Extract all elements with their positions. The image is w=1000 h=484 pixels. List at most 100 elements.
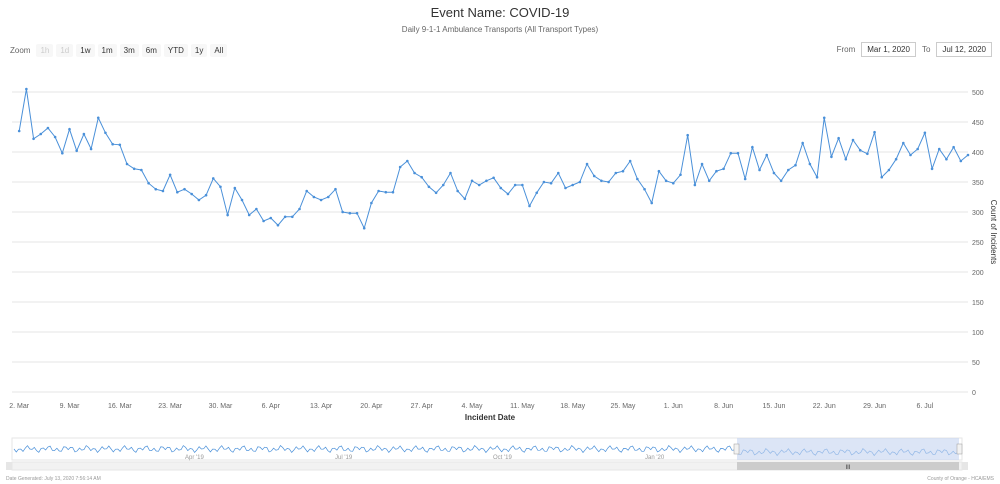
- data-point[interactable]: [650, 201, 654, 205]
- data-point[interactable]: [154, 187, 158, 191]
- data-point[interactable]: [513, 183, 517, 187]
- data-point[interactable]: [53, 135, 57, 139]
- data-point[interactable]: [334, 187, 337, 191]
- data-point[interactable]: [305, 189, 309, 193]
- data-point[interactable]: [398, 165, 402, 169]
- zoom-3m-button[interactable]: 3m: [119, 44, 139, 57]
- data-point[interactable]: [104, 131, 107, 135]
- zoom-1y-button[interactable]: 1y: [190, 44, 208, 57]
- data-point[interactable]: [743, 177, 747, 181]
- data-point[interactable]: [176, 190, 179, 194]
- zoom-ytd-button[interactable]: YTD: [163, 44, 188, 57]
- data-point[interactable]: [858, 148, 862, 152]
- data-point[interactable]: [61, 151, 64, 155]
- data-point[interactable]: [844, 157, 848, 161]
- data-point[interactable]: [32, 137, 35, 141]
- data-point[interactable]: [564, 186, 567, 190]
- data-point[interactable]: [140, 168, 143, 172]
- data-point[interactable]: [607, 180, 610, 184]
- data-point[interactable]: [46, 126, 50, 130]
- data-point[interactable]: [837, 136, 840, 140]
- data-point[interactable]: [549, 181, 553, 185]
- data-point[interactable]: [492, 176, 495, 180]
- data-point[interactable]: [679, 173, 682, 177]
- data-point[interactable]: [362, 226, 366, 230]
- data-point[interactable]: [528, 204, 531, 208]
- data-point[interactable]: [592, 174, 596, 178]
- data-point[interactable]: [420, 175, 424, 179]
- zoom-all-button[interactable]: All: [210, 44, 228, 57]
- navigator-left-handle[interactable]: [733, 443, 740, 455]
- data-point[interactable]: [255, 207, 258, 211]
- data-point[interactable]: [456, 189, 459, 193]
- data-point[interactable]: [326, 195, 330, 199]
- data-point[interactable]: [111, 142, 114, 146]
- data-point[interactable]: [700, 162, 704, 166]
- data-point[interactable]: [276, 223, 280, 227]
- data-point[interactable]: [427, 185, 431, 189]
- data-point[interactable]: [600, 179, 603, 183]
- data-point[interactable]: [657, 169, 661, 173]
- data-point[interactable]: [89, 147, 93, 151]
- zoom-1m-button[interactable]: 1m: [97, 44, 117, 57]
- data-point[interactable]: [729, 151, 733, 155]
- data-point[interactable]: [477, 183, 481, 187]
- data-point[interactable]: [355, 211, 359, 215]
- data-point[interactable]: [291, 215, 294, 219]
- data-point[interactable]: [758, 168, 761, 172]
- to-date-input[interactable]: Jul 12, 2020: [936, 42, 992, 57]
- data-point[interactable]: [262, 219, 265, 223]
- data-point[interactable]: [413, 171, 416, 175]
- data-point[interactable]: [794, 163, 797, 167]
- data-point[interactable]: [240, 198, 244, 202]
- data-point[interactable]: [96, 116, 100, 120]
- data-point[interactable]: [880, 175, 884, 179]
- data-point[interactable]: [17, 129, 21, 133]
- data-point[interactable]: [873, 130, 876, 134]
- data-point[interactable]: [772, 171, 776, 175]
- data-point[interactable]: [247, 213, 251, 217]
- data-point[interactable]: [937, 147, 941, 151]
- data-point[interactable]: [319, 198, 323, 202]
- data-point[interactable]: [25, 87, 28, 91]
- data-point[interactable]: [470, 179, 474, 183]
- data-point[interactable]: [204, 193, 208, 197]
- data-point[interactable]: [406, 159, 409, 163]
- data-point[interactable]: [822, 116, 826, 120]
- data-point[interactable]: [578, 180, 582, 184]
- data-point[interactable]: [183, 187, 186, 191]
- data-point[interactable]: [219, 185, 222, 189]
- data-point[interactable]: [521, 183, 524, 187]
- data-point[interactable]: [348, 211, 352, 215]
- data-point[interactable]: [197, 198, 201, 202]
- data-point[interactable]: [930, 167, 934, 171]
- scroll-right-button[interactable]: [962, 462, 968, 470]
- data-point[interactable]: [535, 191, 539, 195]
- data-point[interactable]: [75, 149, 78, 153]
- data-point[interactable]: [866, 152, 869, 156]
- data-point[interactable]: [686, 133, 689, 137]
- data-point[interactable]: [664, 179, 668, 183]
- data-point[interactable]: [916, 147, 919, 151]
- data-point[interactable]: [751, 145, 754, 149]
- data-point[interactable]: [636, 177, 639, 181]
- data-point[interactable]: [370, 201, 373, 205]
- data-point[interactable]: [168, 173, 172, 177]
- data-point[interactable]: [571, 183, 574, 187]
- data-point[interactable]: [779, 179, 783, 183]
- data-point[interactable]: [125, 162, 129, 166]
- data-point[interactable]: [118, 143, 122, 147]
- data-point[interactable]: [952, 145, 955, 149]
- data-point[interactable]: [449, 171, 452, 175]
- data-point[interactable]: [693, 183, 697, 187]
- data-point[interactable]: [621, 169, 625, 173]
- data-point[interactable]: [801, 141, 804, 145]
- data-point[interactable]: [722, 167, 725, 171]
- data-point[interactable]: [787, 168, 790, 172]
- zoom-1w-button[interactable]: 1w: [76, 44, 95, 57]
- zoom-1h-button[interactable]: 1h: [36, 44, 54, 57]
- data-point[interactable]: [506, 192, 510, 196]
- data-point[interactable]: [233, 186, 237, 190]
- data-point[interactable]: [312, 195, 316, 199]
- data-point[interactable]: [556, 171, 560, 175]
